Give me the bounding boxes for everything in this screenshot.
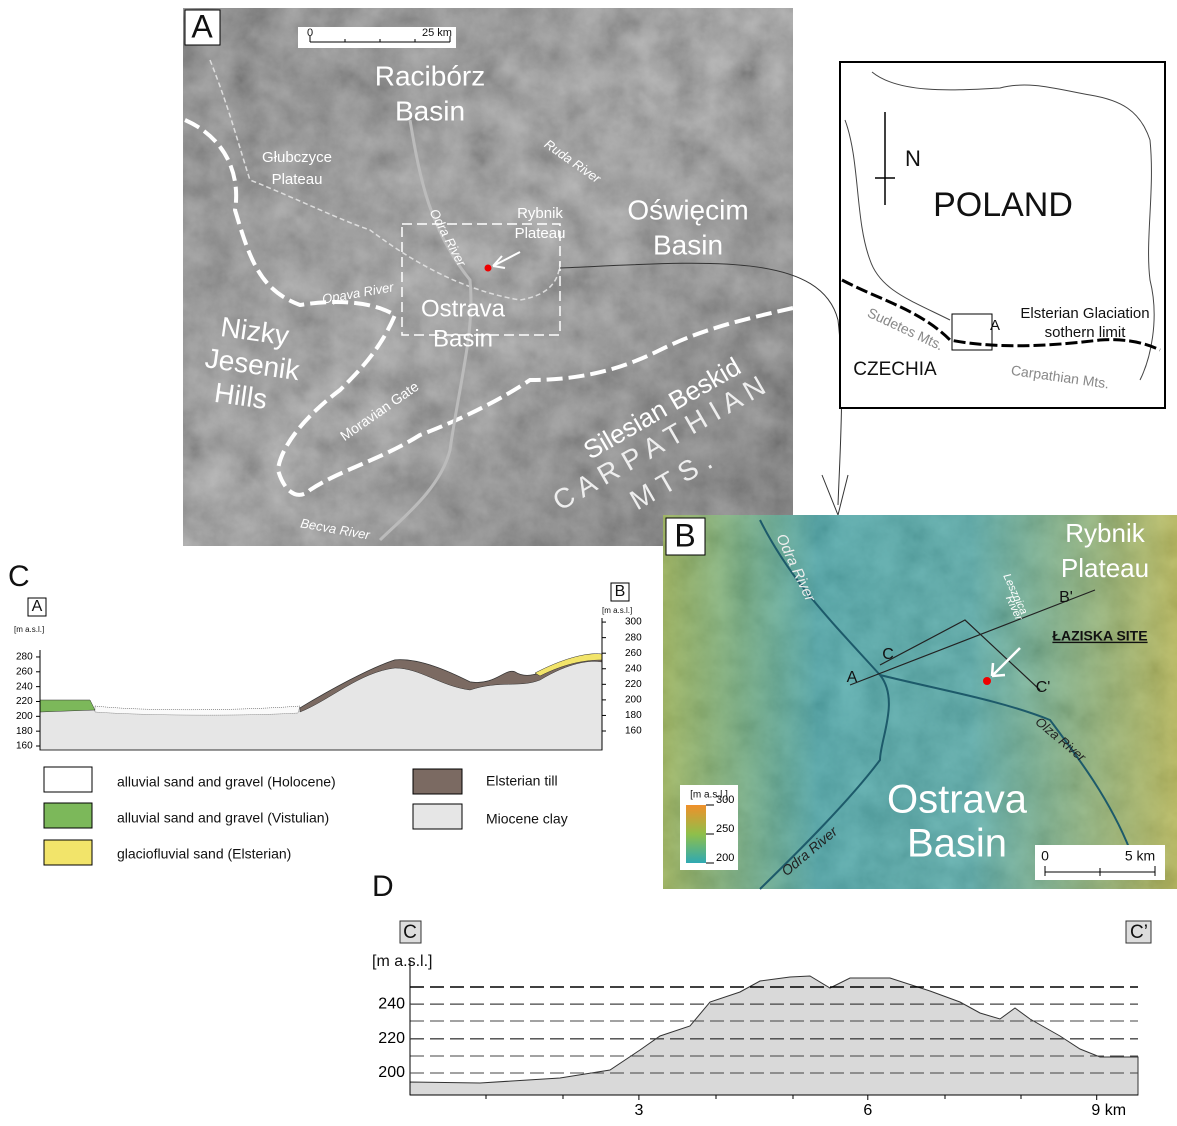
place-label: Plateau — [515, 225, 566, 242]
panel-label: A — [191, 8, 213, 44]
legend-swatch — [44, 803, 92, 828]
y-tick-label: 180 — [625, 710, 642, 721]
y-tick-label: 260 — [16, 666, 33, 677]
panel-d: D C C’ [m a.s.l.] — [372, 870, 1151, 1099]
panel-b: B Rybnik Plateau Odra River Lesznica Riv… — [663, 515, 1177, 889]
legend-tick-label: 200 — [716, 852, 734, 864]
place-label: Basin — [395, 95, 465, 126]
section-end: B — [615, 583, 626, 600]
x-tick-label: 9 km — [1091, 1102, 1126, 1119]
legend-swatch — [44, 767, 92, 792]
scale-label: 5 km — [1125, 848, 1155, 864]
panel-label: D — [372, 870, 394, 903]
y-tick-label: 220 — [625, 679, 642, 690]
color-bar — [686, 805, 706, 863]
y-tick-label: 240 — [625, 663, 642, 674]
terrain-profile — [410, 976, 1138, 1095]
axis-unit: [m a.s.l.] — [14, 625, 44, 634]
panel-label: C — [8, 560, 30, 593]
minor-tick — [486, 1095, 1021, 1099]
place-label: Plateau — [272, 171, 323, 188]
scale-label: 0 — [1041, 848, 1049, 864]
place-label: Ostrava — [887, 778, 1028, 822]
place-label: Rybnik — [517, 205, 563, 222]
site-label: ŁAZISKA SITE — [1052, 628, 1147, 644]
section-end: C’ — [1130, 922, 1148, 943]
x-tick-label: 3 — [634, 1102, 643, 1119]
section-end: C — [403, 922, 417, 943]
legend-label: alluvial sand and gravel (Holocene) — [117, 774, 336, 790]
panel-c: C A [m a.s.l.] B [m a.s.l.] alluvial san… — [8, 560, 632, 865]
connector-head — [822, 475, 848, 515]
panel-a: A 0 25 km Racibórz Basin Głubczyce Plate… — [183, 8, 793, 546]
x-tick-label: 6 — [863, 1102, 872, 1119]
section-end: A — [847, 669, 858, 686]
y-tick-label: 260 — [625, 648, 642, 659]
legend-label: glaciofluvial sand (Elsterian) — [117, 846, 291, 862]
place-label: Ostrava — [421, 295, 506, 322]
vistulian-deposit — [40, 700, 95, 712]
scale-label: 25 km — [422, 27, 452, 39]
legend-label: alluvial sand and gravel (Vistulian) — [117, 810, 329, 826]
section-end: C — [882, 646, 894, 663]
country-label: CZECHIA — [853, 359, 937, 380]
legend-swatch — [413, 769, 462, 794]
limit-label: Elsterian Glaciation — [1020, 305, 1149, 322]
section-end: A — [32, 598, 43, 615]
axis-unit: [m a.s.l.] — [372, 953, 432, 970]
place-label: Basin — [653, 229, 723, 260]
place-label: Oświęcim — [627, 194, 748, 225]
legend-label: Miocene clay — [486, 811, 568, 827]
north-label: N — [905, 146, 921, 171]
legend-swatch — [44, 840, 92, 865]
place-label: Rybnik — [1065, 518, 1145, 548]
y-tick-label: 220 — [16, 696, 33, 707]
section-end: C' — [1036, 679, 1051, 696]
section-end: B' — [1059, 589, 1073, 606]
inset-frame — [840, 62, 1165, 408]
legend-tick-label: 250 — [716, 823, 734, 835]
site-marker — [983, 677, 991, 685]
figure: A 0 25 km Racibórz Basin Głubczyce Plate… — [0, 0, 1177, 1121]
holocene-deposit — [95, 706, 300, 715]
y-tick-label: 160 — [625, 726, 642, 737]
site-marker — [485, 265, 492, 272]
axis-unit: [m a.s.l.] — [602, 606, 632, 615]
y-tick-label: 200 — [625, 695, 642, 706]
y-tick-label: 220 — [378, 1030, 405, 1047]
y-tick-label: 180 — [16, 726, 33, 737]
miocene-clay — [40, 654, 602, 750]
limit-label: sothern limit — [1045, 324, 1127, 341]
y-tick-label: 160 — [16, 741, 33, 752]
place-label: Basin — [433, 325, 493, 352]
place-label: Racibórz — [375, 60, 485, 91]
legend-label: Elsterian till — [486, 773, 558, 789]
y-tick-label: 280 — [625, 632, 642, 643]
panel-label: B — [674, 517, 695, 553]
y-tick-label: 300 — [625, 617, 642, 628]
y-tick-label: 240 — [16, 681, 33, 692]
legend-swatch — [413, 804, 462, 829]
legend-tick-label: 300 — [716, 794, 734, 806]
area-label: A — [990, 317, 1000, 334]
place-label: Plateau — [1061, 553, 1149, 583]
place-label: Basin — [907, 822, 1007, 866]
y-tick-label: 280 — [16, 652, 33, 663]
y-tick-label: 200 — [378, 1064, 405, 1081]
y-tick-label: 200 — [16, 711, 33, 722]
y-tick-label: 240 — [378, 995, 405, 1012]
scale-label: 0 — [307, 27, 313, 39]
inset-map: N POLAND Sudetes Mts. A Elsterian Glacia… — [840, 62, 1165, 408]
country-label: POLAND — [933, 186, 1073, 224]
place-label: Głubczyce — [262, 149, 332, 166]
